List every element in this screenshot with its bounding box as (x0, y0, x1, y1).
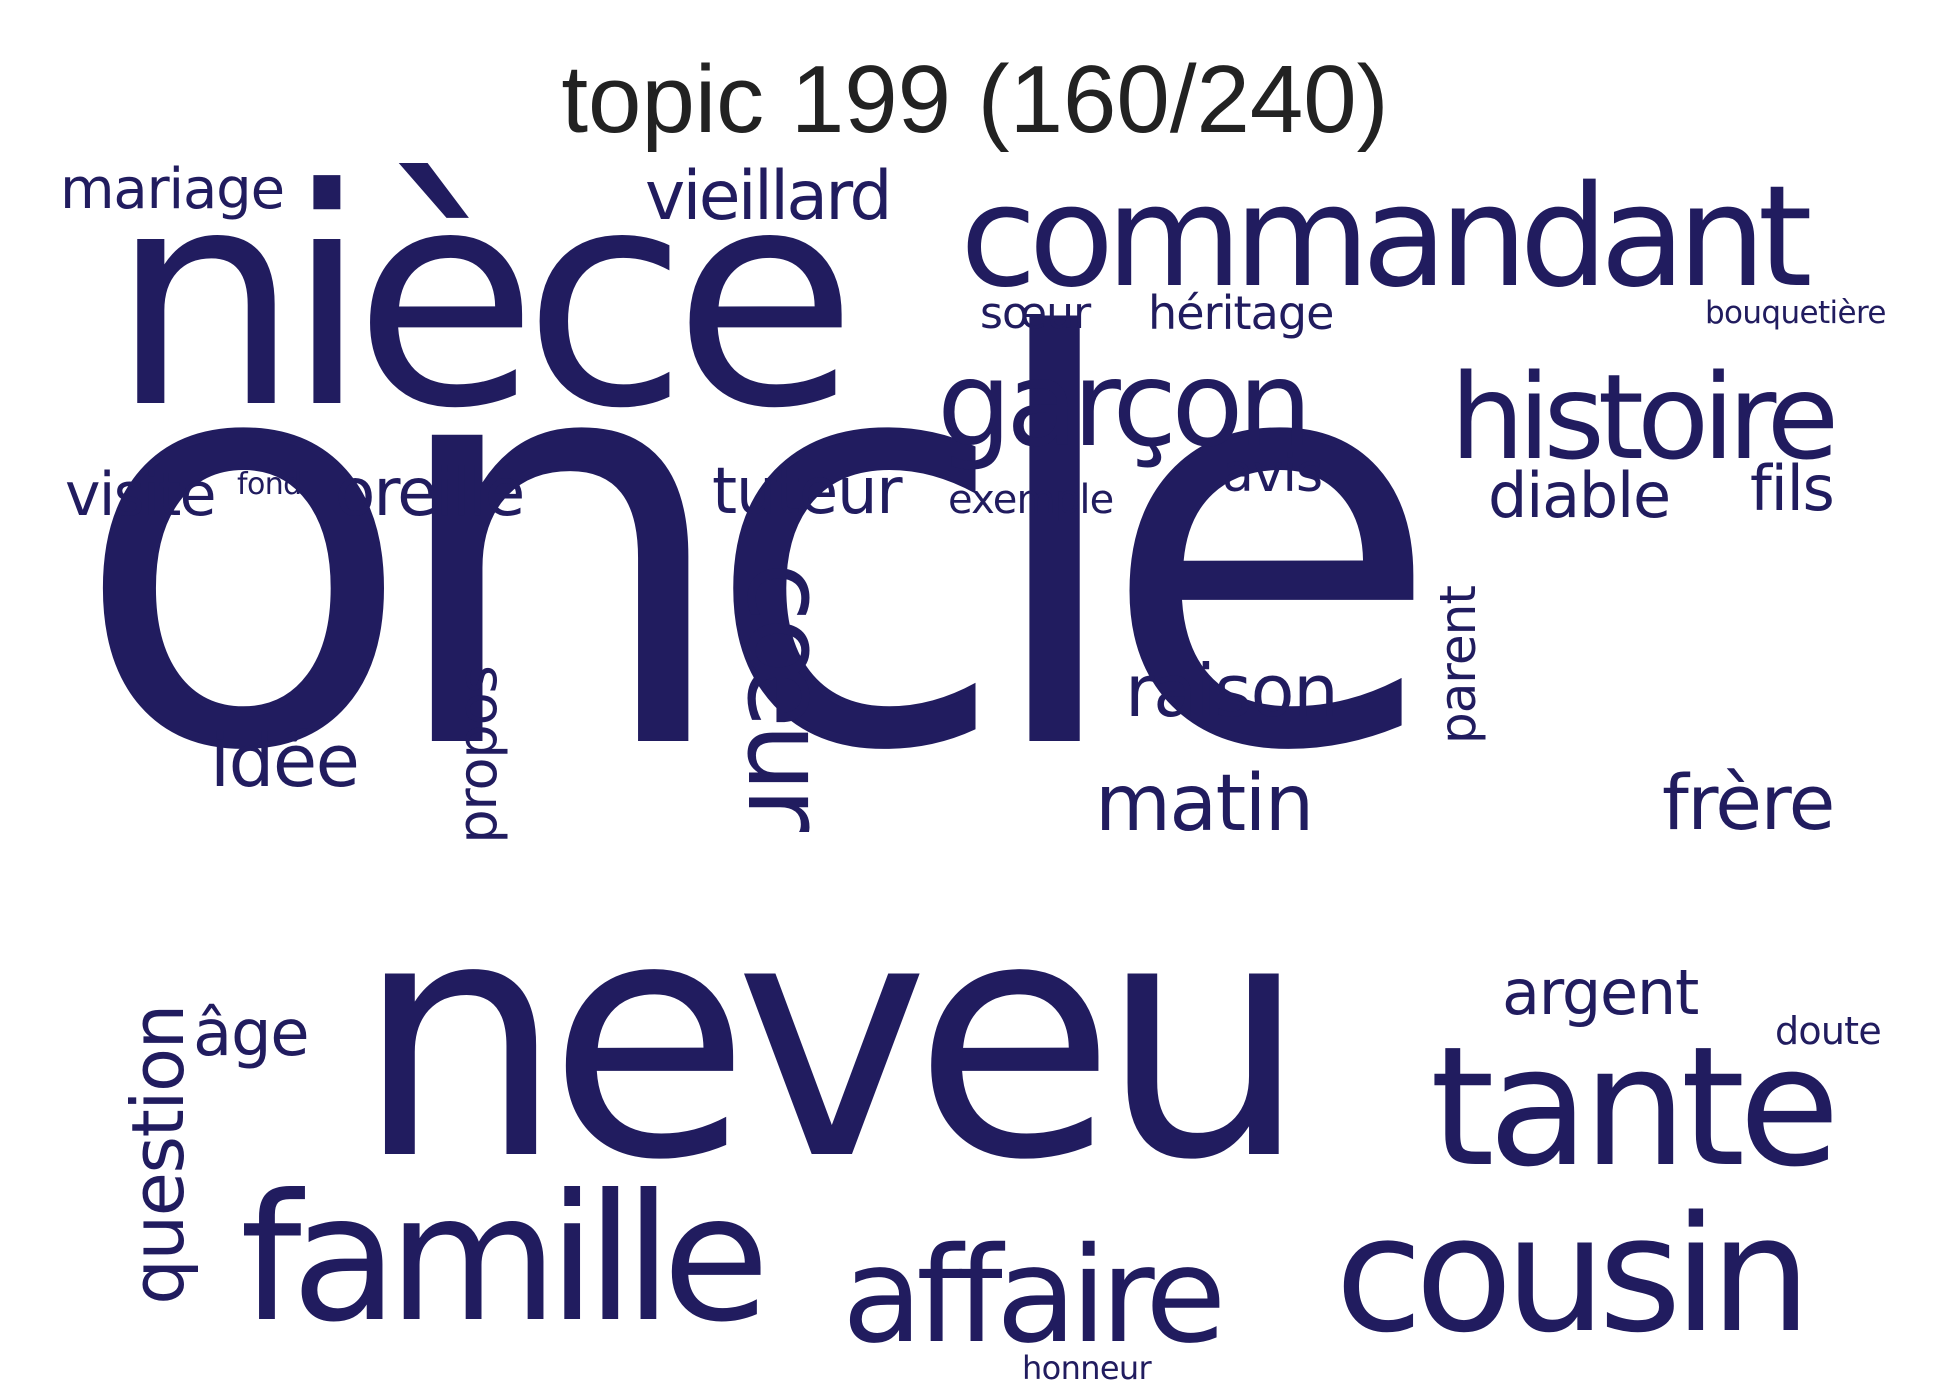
word-exemple: exemple (948, 477, 1114, 523)
word-age: âge (193, 997, 310, 1071)
word-frere: frère (1662, 758, 1835, 847)
word-raison: raison (1125, 649, 1339, 733)
word-commandant: commandant (960, 156, 1813, 319)
word-niece: nièce (110, 125, 858, 474)
word-bouquetiere: bouquetière (1705, 295, 1886, 331)
word-famille: famille (240, 1158, 770, 1361)
word-fond: fond (237, 467, 302, 502)
word-heritage: héritage (1148, 286, 1334, 340)
word-cousin: cousin (1335, 1181, 1811, 1368)
word-question: question (116, 1005, 200, 1305)
word-neveu: neveu (355, 848, 1309, 1232)
word-doute: doute (1775, 1009, 1882, 1053)
word-visite: visite (65, 460, 217, 530)
word-parent: parent (1429, 586, 1487, 744)
word-histoire: histoire (1450, 348, 1839, 486)
word-affaire: affaire (842, 1219, 1226, 1373)
word-soeur: sœur (980, 288, 1091, 339)
word-idee: idée (210, 719, 360, 803)
word-fils: fils (1750, 452, 1835, 525)
word-tante: tante (1430, 1011, 1840, 1203)
word-tuteur: tuteur (712, 455, 903, 529)
word-oreille: oreille (335, 454, 525, 531)
word-garcon: garçon (937, 335, 1312, 473)
word-propos: propos (446, 666, 509, 844)
word-oncle: oncle (72, 222, 1443, 874)
word-argent: argent (1502, 956, 1699, 1029)
word-matin: matin (1095, 759, 1314, 849)
word-coeur: cœur (723, 562, 848, 828)
word-honneur: honneur (1022, 1349, 1152, 1387)
word-mariage: mariage (60, 157, 285, 222)
word-vieillard: vieillard (645, 157, 892, 236)
page-title: topic 199 (160/240) (561, 46, 1389, 153)
word-diable: diable (1488, 459, 1671, 532)
word-avis: avis (1222, 444, 1323, 504)
